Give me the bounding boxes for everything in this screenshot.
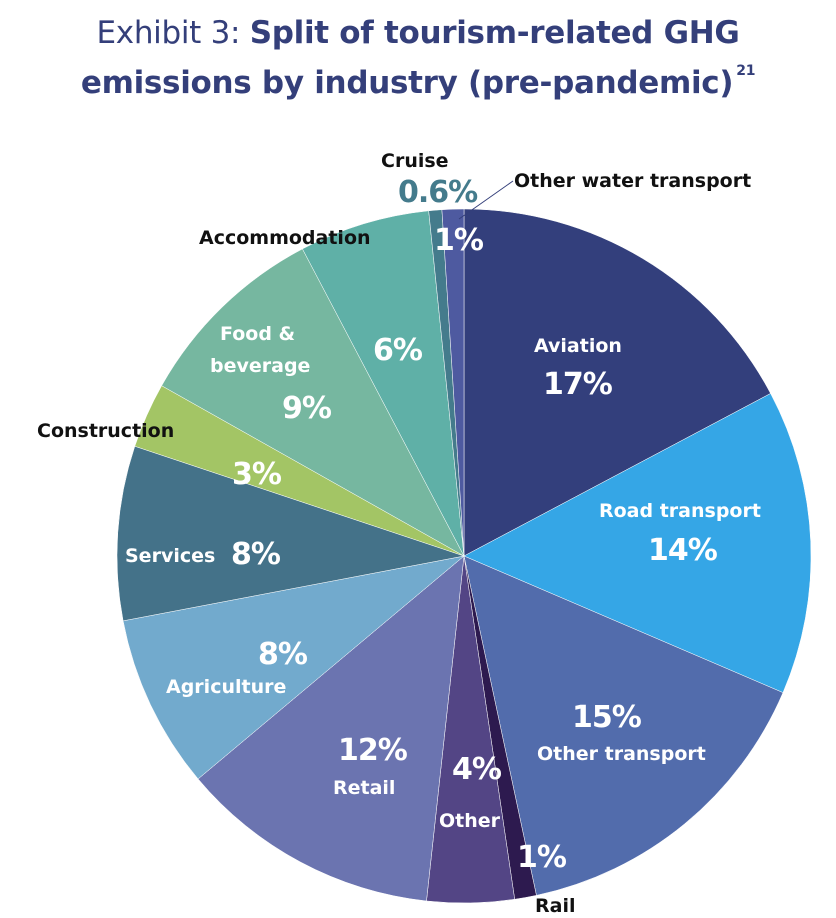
label-rail-pct: 1%	[517, 840, 567, 875]
label-construction-name: Construction	[37, 420, 175, 442]
pie-slice-food-beverage	[161, 248, 465, 557]
pie-slice-other-water-transport	[441, 208, 465, 557]
label-agriculture-pct: 8%	[258, 637, 308, 672]
pie-slice-accommodation	[302, 210, 465, 557]
leader-line-other-water-transport	[458, 180, 514, 220]
label-cruise-pct: 0.6%	[398, 175, 478, 210]
title-prefix: Exhibit 3:	[96, 15, 250, 51]
label-other-pct: 4%	[452, 752, 502, 787]
label-retail-pct: 12%	[338, 733, 408, 768]
pie-slice-retail	[197, 555, 465, 902]
label-food-name-2: beverage	[210, 355, 311, 377]
title-line-2: emissions by industry (pre-pandemic) 21	[0, 52, 836, 102]
label-services-pct: 8%	[231, 537, 281, 572]
footnote-ref: 21	[736, 63, 756, 79]
label-aviation-name: Aviation	[534, 335, 622, 357]
label-aviation-pct: 17%	[543, 367, 613, 402]
pie-slice-other-transport	[463, 555, 784, 896]
label-other-name: Other	[439, 810, 501, 832]
label-road-name: Road transport	[599, 500, 761, 522]
pie-slice-road-transport	[463, 393, 812, 693]
label-accommodation-pct: 6%	[373, 333, 423, 368]
label-retail-name: Retail	[333, 777, 396, 799]
pie-slice-aviation	[463, 208, 771, 557]
title-main-2: emissions by industry (pre-pandemic)	[80, 65, 734, 101]
pie-slice-agriculture	[122, 555, 465, 780]
label-agriculture-name: Agriculture	[166, 676, 287, 698]
pie-slices	[116, 208, 812, 904]
label-other-transport-pct: 15%	[572, 700, 642, 735]
label-rail-name: Rail	[535, 895, 576, 917]
pie-slice-services	[116, 445, 465, 622]
label-other-water-pct: 1%	[434, 223, 484, 258]
label-food-name-1: Food &	[220, 323, 296, 345]
label-other-transport-name: Other transport	[537, 743, 706, 765]
label-other-water-name: Other water transport	[514, 170, 752, 192]
title-main-1: Split of tourism-related GHG	[249, 15, 740, 51]
label-cruise-name: Cruise	[381, 150, 449, 172]
label-road-pct: 14%	[648, 533, 718, 568]
label-food-pct: 9%	[282, 391, 332, 426]
label-accommodation-name: Accommodation	[199, 227, 371, 249]
label-construction-pct: 3%	[232, 457, 282, 492]
title-line-1: Exhibit 3: Split of tourism-related GHG	[0, 14, 836, 52]
label-services-name: Services	[125, 545, 216, 567]
chart-title: Exhibit 3: Split of tourism-related GHG …	[0, 14, 836, 102]
